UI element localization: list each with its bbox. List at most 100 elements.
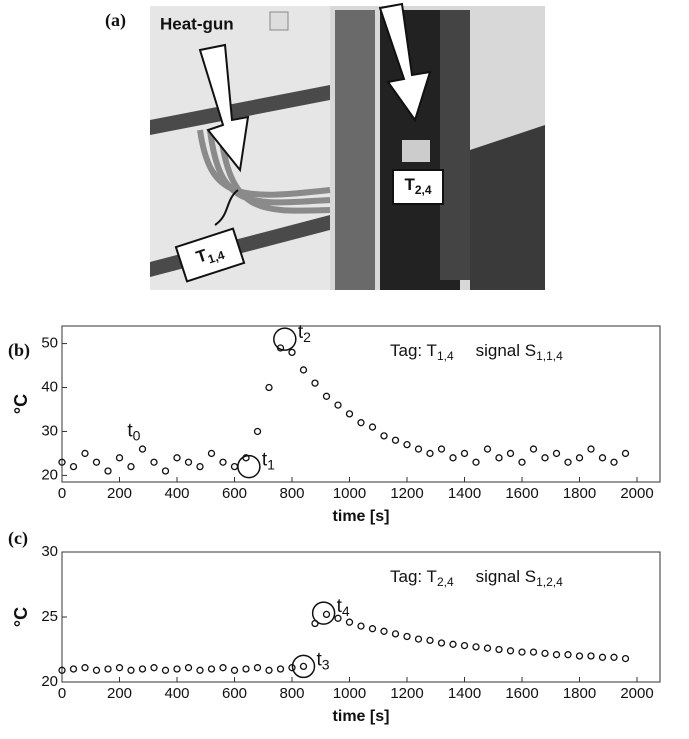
data-point (564, 458, 572, 466)
data-point (161, 666, 170, 674)
rail (150, 85, 330, 135)
data-point (173, 665, 181, 673)
data-point (598, 454, 607, 462)
arrow (378, 2, 432, 123)
data-point (621, 654, 630, 663)
data-point (426, 449, 434, 458)
data-point (104, 665, 112, 673)
data-point (196, 666, 204, 674)
annotation-subscript: 2 (303, 329, 311, 345)
x-tick-label: 1600 (505, 485, 538, 502)
data-point (357, 622, 365, 630)
data-point (460, 641, 469, 650)
tag-subscript: 1,4 (206, 248, 227, 267)
data-point (242, 665, 250, 673)
data-point (92, 458, 101, 466)
data-point (518, 458, 526, 466)
data-point (541, 649, 549, 658)
data-point (345, 410, 354, 418)
x-tick-label: 800 (279, 685, 304, 702)
data-point (184, 664, 193, 672)
data-point (219, 664, 227, 672)
annotation: signal S1,2,4 (476, 567, 564, 589)
data-point (207, 449, 216, 458)
data-point (483, 644, 492, 652)
y-tick-label: 30 (41, 422, 58, 439)
x-tick-label: 1200 (390, 685, 423, 702)
data-point (184, 458, 193, 466)
annotation-text: Tag: T (390, 567, 437, 586)
data-point (58, 458, 66, 466)
y-tick-label: 20 (41, 466, 58, 483)
x-axis-label: time [s] (333, 708, 390, 725)
data-point (69, 462, 78, 471)
x-tick-label: 800 (279, 485, 304, 502)
x-tick-label: 200 (107, 685, 132, 702)
data-point (564, 651, 572, 659)
data-point (253, 427, 262, 436)
data-point (150, 458, 158, 466)
heat-gun-label: Heat-gun (160, 14, 234, 33)
x-tick-label: 400 (164, 685, 189, 702)
perforated-rail (440, 10, 470, 280)
y-axis-label: °C (11, 394, 31, 414)
annotation-subscript: 0 (133, 427, 141, 443)
x-tick-label: 600 (222, 685, 247, 702)
data-point (173, 454, 181, 462)
data-point (575, 652, 584, 660)
panel-label: (b) (8, 340, 30, 361)
data-point (575, 454, 584, 462)
data-point (552, 449, 561, 458)
annotation-text: t (317, 649, 323, 670)
chart: (c) 0 200 400 600 800 1000 1200 1400 1600 1800 2000… (8, 528, 661, 725)
data-point (426, 636, 434, 645)
arrow (198, 43, 250, 173)
data-point (449, 454, 457, 462)
data-point (69, 665, 78, 673)
data-point (460, 449, 469, 458)
data-point (138, 665, 147, 673)
tag-box (174, 227, 246, 283)
data-point (322, 392, 331, 400)
data-point (104, 467, 112, 475)
x-tick-label: 1800 (563, 685, 596, 702)
data-point (322, 610, 331, 619)
data-point (449, 640, 457, 648)
y-tick-label: 30 (41, 543, 58, 560)
data-point (610, 458, 618, 466)
data-point (380, 627, 388, 635)
data-point (161, 467, 170, 475)
data-point (495, 454, 503, 462)
shadow (470, 125, 545, 290)
x-tick-label: 400 (164, 485, 189, 502)
marker-circle (291, 654, 316, 679)
x-tick-label: 1200 (390, 485, 423, 502)
plot-frame (61, 325, 661, 483)
x-tick-label: 0 (58, 685, 66, 702)
data-point (207, 665, 216, 673)
data-point (472, 643, 480, 651)
annotation-text: t (337, 596, 343, 617)
data-point (391, 630, 400, 638)
annotation: Tag: T2,4 (390, 567, 454, 589)
chart: (b)0 200 400 600 800 1000 1200 1400 1600 1800 2000… (8, 322, 661, 525)
data-point (587, 445, 595, 453)
data-point (276, 665, 285, 673)
data-point (495, 645, 503, 654)
data-point (311, 379, 319, 387)
data-point (368, 625, 377, 633)
panel-label: (c) (8, 528, 28, 549)
data-point (299, 366, 308, 374)
sensor-box (402, 140, 430, 162)
data-point (506, 647, 515, 655)
y-axis-label: °C (11, 607, 31, 627)
data-point (529, 648, 538, 656)
annotation: signal S1,1,4 (476, 341, 564, 363)
data-point (403, 632, 411, 641)
tag-text: T (404, 175, 415, 194)
x-tick-label: 2000 (620, 485, 653, 502)
x-tick-label: 1400 (448, 485, 481, 502)
probe-wire (214, 189, 239, 226)
annotation-subscript: 1,1,4 (536, 349, 563, 363)
